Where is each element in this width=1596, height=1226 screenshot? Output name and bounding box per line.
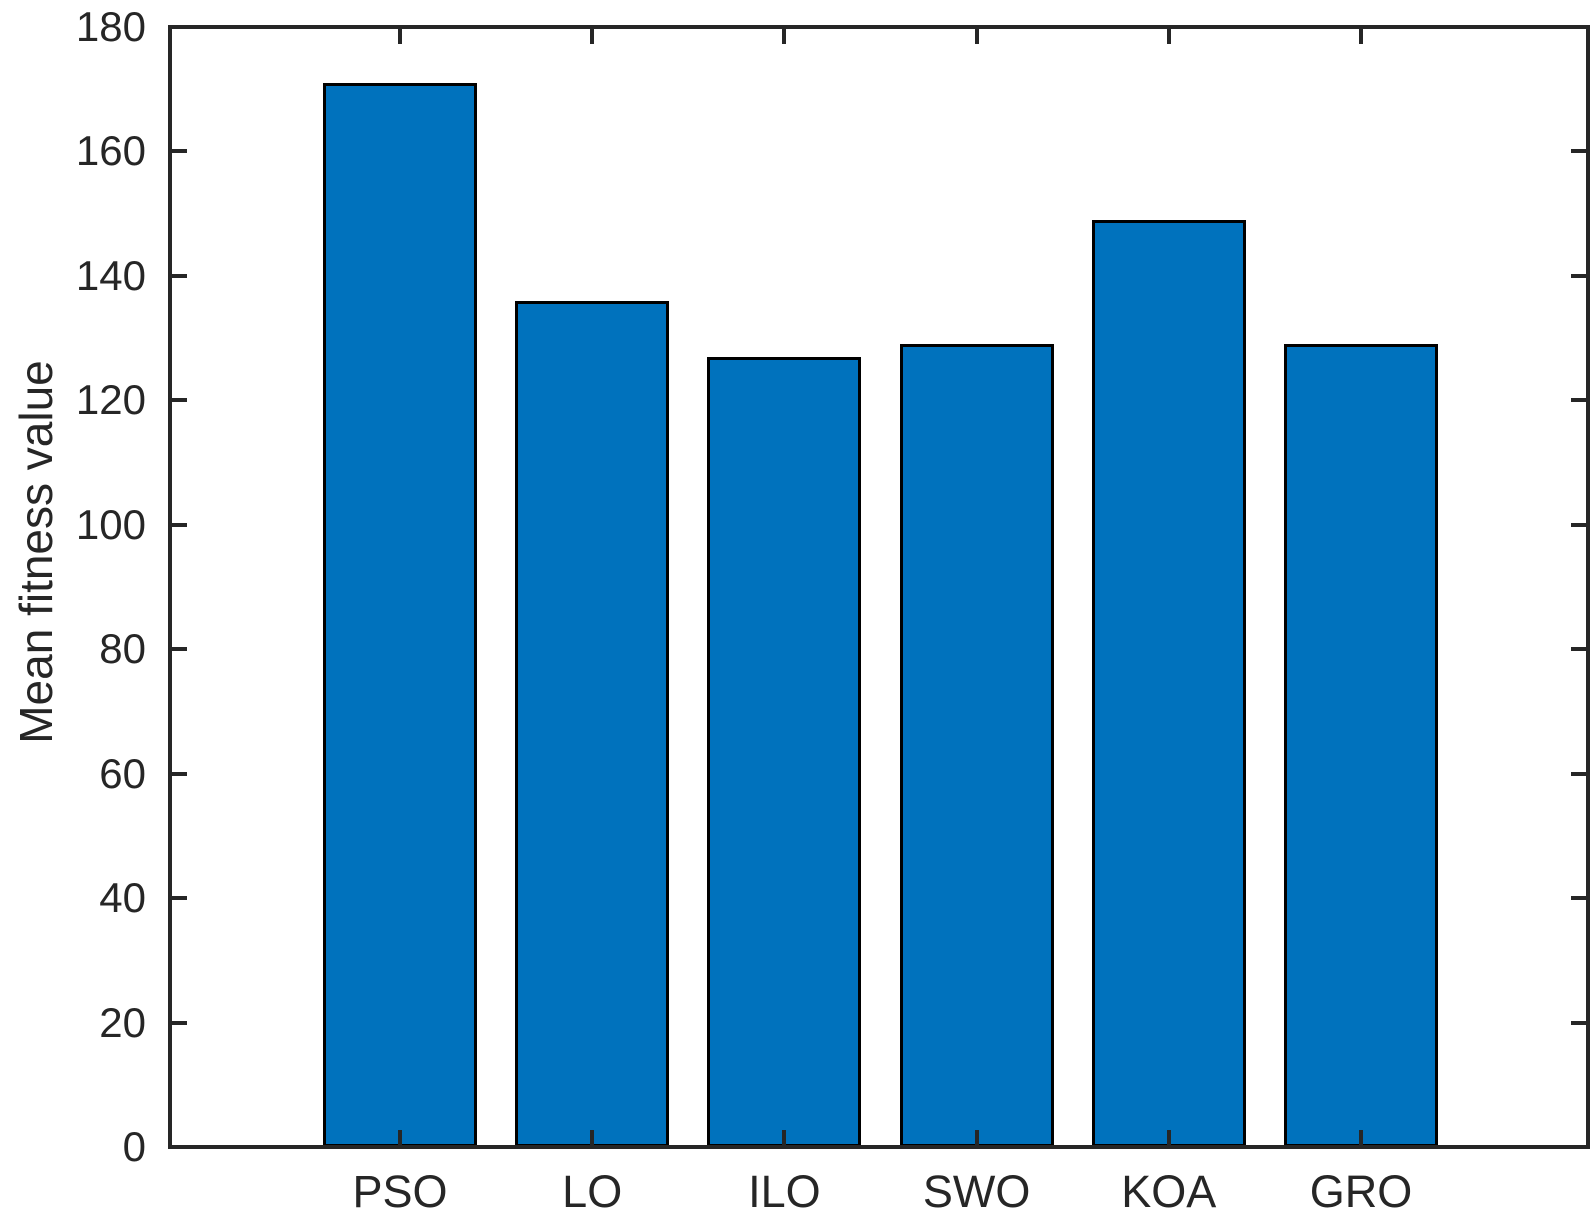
x-tick-mark-top [590,29,595,44]
y-tick-mark-right [1571,1145,1586,1149]
x-tick-mark-top [398,29,402,44]
y-tick-label: 180 [75,3,146,50]
x-tick-mark-bottom [782,1130,787,1145]
y-tick-mark-right [1571,771,1586,776]
y-tick-label: 60 [99,749,146,797]
y-tick-mark-right [1571,522,1586,527]
y-tick-mark-left [172,273,187,278]
bar-lo [515,300,670,1147]
x-category-label: PSO [352,1166,448,1217]
y-tick-mark-right [1571,273,1586,278]
bar-pso [323,83,477,1147]
y-tick-label: 160 [75,127,146,175]
bar-koa [1091,219,1246,1147]
y-tick-mark-right [1571,25,1586,29]
x-tick-mark-top [1359,29,1363,44]
y-tick-mark-left [172,896,187,901]
y-tick-mark-left [172,25,187,29]
y-tick-mark-right [1571,896,1586,901]
y-tick-mark-left [172,647,187,652]
x-tick-mark-bottom [590,1130,595,1145]
y-tick-label: 20 [99,998,146,1046]
y-tick-mark-left [172,149,187,154]
y-tick-mark-right [1571,647,1586,652]
x-tick-mark-bottom [1166,1130,1171,1145]
x-tick-mark-bottom [398,1130,402,1145]
x-tick-mark-top [974,29,979,44]
x-tick-mark-top [1166,29,1171,44]
x-category-label: KOA [1121,1166,1217,1217]
y-tick-label: 40 [99,874,146,922]
x-category-label: ILO [748,1166,821,1217]
y-tick-label: 120 [75,376,146,424]
y-tick-mark-right [1571,149,1586,154]
x-category-label: SWO [922,1166,1031,1217]
bar-swo [899,344,1054,1147]
x-category-label: GRO [1309,1166,1413,1217]
x-tick-mark-bottom [1359,1130,1363,1145]
bar-gro [1284,344,1438,1147]
y-tick-label: 100 [75,500,146,548]
y-tick-mark-left [172,1145,187,1149]
y-tick-mark-right [1571,398,1586,403]
y-tick-label: 0 [122,1123,146,1170]
x-category-label: LO [562,1166,623,1217]
x-tick-mark-top [782,29,787,44]
x-tick-mark-bottom [974,1130,979,1145]
bar-ilo [707,356,862,1147]
y-tick-mark-left [172,398,187,403]
y-tick-mark-left [172,1020,187,1025]
y-tick-mark-left [172,522,187,527]
y-tick-mark-right [1571,1020,1586,1025]
y-tick-mark-left [172,771,187,776]
y-tick-label: 140 [75,251,146,299]
y-tick-label: 80 [99,625,146,673]
